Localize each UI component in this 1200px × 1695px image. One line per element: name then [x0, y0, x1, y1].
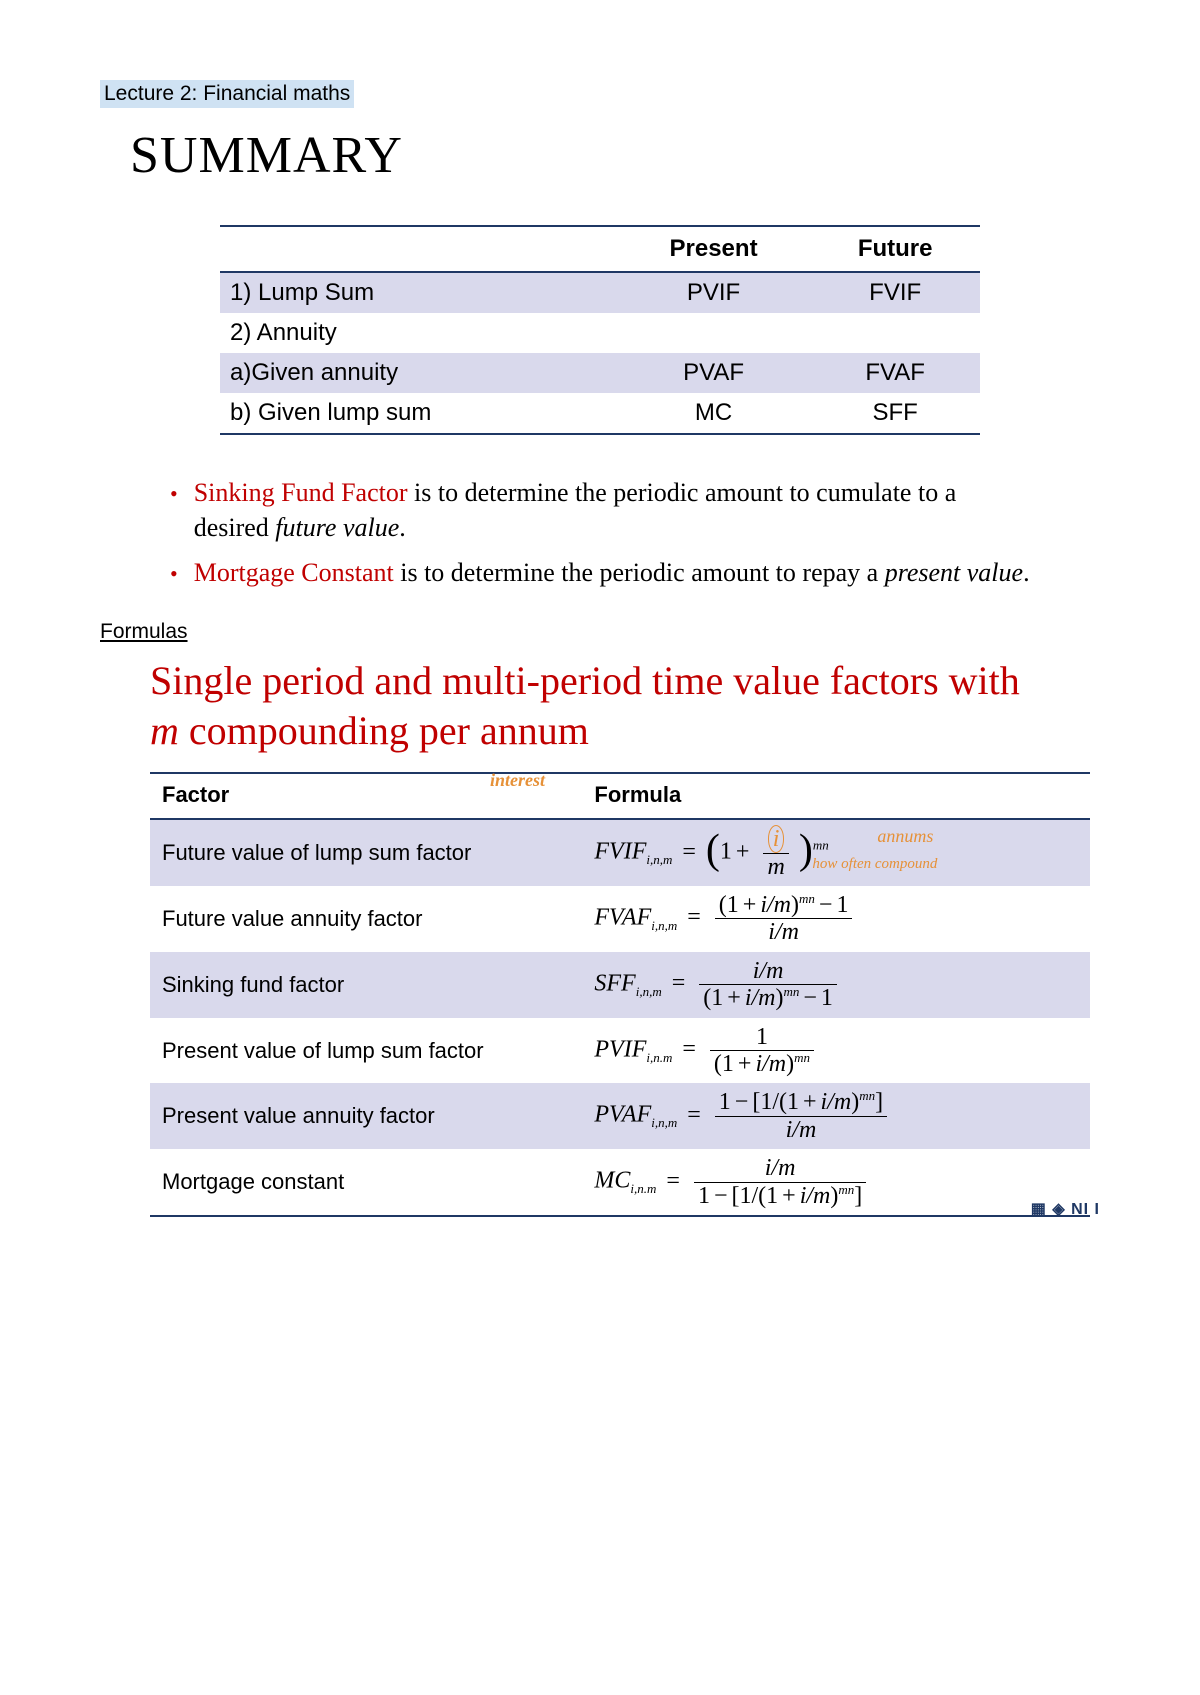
- summary-table: Present Future 1) Lump Sum PVIF FVIF 2) …: [220, 225, 980, 435]
- symbol: FVIF: [594, 839, 646, 865]
- table-row: Future value of lump sum factor FVIFi,n,…: [150, 819, 1090, 886]
- factor-name: Sinking fund factor: [150, 952, 582, 1018]
- row-label: 1) Lump Sum: [220, 272, 617, 313]
- table-row: Present value of lump sum factor PVIFi,n…: [150, 1018, 1090, 1084]
- factor-name: Present value annuity factor: [150, 1083, 582, 1149]
- subscript: i,n.m: [630, 1181, 656, 1196]
- tail: .: [1023, 558, 1030, 587]
- cell: PVAF: [617, 353, 811, 393]
- symbol: FVAF: [594, 904, 651, 930]
- col-future: Future: [810, 226, 980, 272]
- term: Sinking Fund Factor: [194, 478, 408, 507]
- table-row: 2) Annuity: [220, 313, 980, 353]
- formula-table: Factor Formula interest Future value of …: [150, 772, 1090, 1217]
- table-row: Future value annuity factor FVAFi,n,m = …: [150, 886, 1090, 952]
- formula: FVIFi,n,m = (1+ im )mn annums how often …: [582, 819, 1090, 886]
- section-title-m: m: [150, 708, 179, 753]
- table-row: b) Given lump sum MC SFF: [220, 393, 980, 434]
- bullet-list: • Sinking Fund Factor is to determine th…: [170, 475, 1030, 590]
- table-row: 1) Lump Sum PVIF FVIF: [220, 272, 980, 313]
- row-label: a)Given annuity: [220, 353, 617, 393]
- bullet-dot-icon: •: [170, 479, 178, 545]
- cell: [617, 313, 811, 353]
- formula: MCi,n.m = i/m 1−[1/(1+i/m)mn]: [582, 1149, 1090, 1216]
- section-title-pre: Single period and multi-period time valu…: [150, 658, 1020, 703]
- symbol: PVIF: [594, 1036, 646, 1062]
- table-row: Mortgage constant MCi,n.m = i/m 1−[1/(1+…: [150, 1149, 1090, 1216]
- bullet-item: • Mortgage Constant is to determine the …: [170, 555, 1030, 590]
- lecture-title: Lecture 2: Financial maths: [100, 80, 354, 108]
- em: future value: [275, 513, 399, 542]
- formulas-label: Formulas: [100, 620, 1100, 644]
- corner-watermark: ▦ ◈ NI I: [1031, 1199, 1100, 1219]
- formula: PVAFi,n,m = 1−[1/(1+i/m)mn] i/m: [582, 1083, 1090, 1149]
- table-row: Sinking fund factor SFFi,n,m = i/m (1+i/…: [150, 952, 1090, 1018]
- formula-table-wrap: Factor Formula interest Future value of …: [100, 772, 1100, 1217]
- col-blank: [220, 226, 617, 272]
- col-formula-label: Formula: [594, 782, 681, 807]
- term: Mortgage Constant: [194, 558, 394, 587]
- bullet-item: • Sinking Fund Factor is to determine th…: [170, 475, 1030, 545]
- table-row: Present value annuity factor PVAFi,n,m =…: [150, 1083, 1090, 1149]
- symbol: PVAF: [594, 1102, 651, 1128]
- cell: MC: [617, 393, 811, 434]
- subscript: i,n,m: [651, 1116, 677, 1131]
- factor-name: Future value of lump sum factor: [150, 819, 582, 886]
- subscript: i,n,m: [651, 918, 677, 933]
- col-present: Present: [617, 226, 811, 272]
- annotation-compound: how often compound: [812, 856, 937, 873]
- section-title: Single period and multi-period time valu…: [150, 656, 1050, 756]
- text: is to determine the periodic amount to r…: [394, 558, 885, 587]
- em: present value: [885, 558, 1023, 587]
- subscript: i,n.m: [646, 1050, 672, 1065]
- subscript: i,n,m: [646, 852, 672, 867]
- tail: .: [399, 513, 406, 542]
- cell: FVAF: [810, 353, 980, 393]
- cell: PVIF: [617, 272, 811, 313]
- factor-name: Future value annuity factor: [150, 886, 582, 952]
- cell: [810, 313, 980, 353]
- table-head-row: Present Future: [220, 226, 980, 272]
- summary-heading: SUMMARY: [130, 126, 1100, 185]
- factor-name: Present value of lump sum factor: [150, 1018, 582, 1084]
- bullet-text: Mortgage Constant is to determine the pe…: [194, 555, 1030, 590]
- table-row: a)Given annuity PVAF FVAF: [220, 353, 980, 393]
- subscript: i,n,m: [636, 984, 662, 999]
- row-label: b) Given lump sum: [220, 393, 617, 434]
- cell: FVIF: [810, 272, 980, 313]
- formula: FVAFi,n,m = (1+i/m)mn−1 i/m: [582, 886, 1090, 952]
- bullet-text: Sinking Fund Factor is to determine the …: [194, 475, 1030, 545]
- col-formula: Formula interest: [582, 773, 1090, 819]
- formula: SFFi,n,m = i/m (1+i/m)mn−1: [582, 952, 1090, 1018]
- formula: PVIFi,n.m = 1 (1+i/m)mn: [582, 1018, 1090, 1084]
- page: Lecture 2: Financial maths SUMMARY Prese…: [0, 0, 1200, 1695]
- annotation-annums: annums: [877, 826, 933, 847]
- symbol: SFF: [594, 970, 635, 996]
- section-title-post: compounding per annum: [179, 708, 589, 753]
- table-head-row: Factor Formula interest: [150, 773, 1090, 819]
- row-label: 2) Annuity: [220, 313, 617, 353]
- factor-name: Mortgage constant: [150, 1149, 582, 1216]
- col-factor: Factor: [150, 773, 582, 819]
- symbol: MC: [594, 1168, 630, 1194]
- cell: SFF: [810, 393, 980, 434]
- bullet-dot-icon: •: [170, 559, 178, 590]
